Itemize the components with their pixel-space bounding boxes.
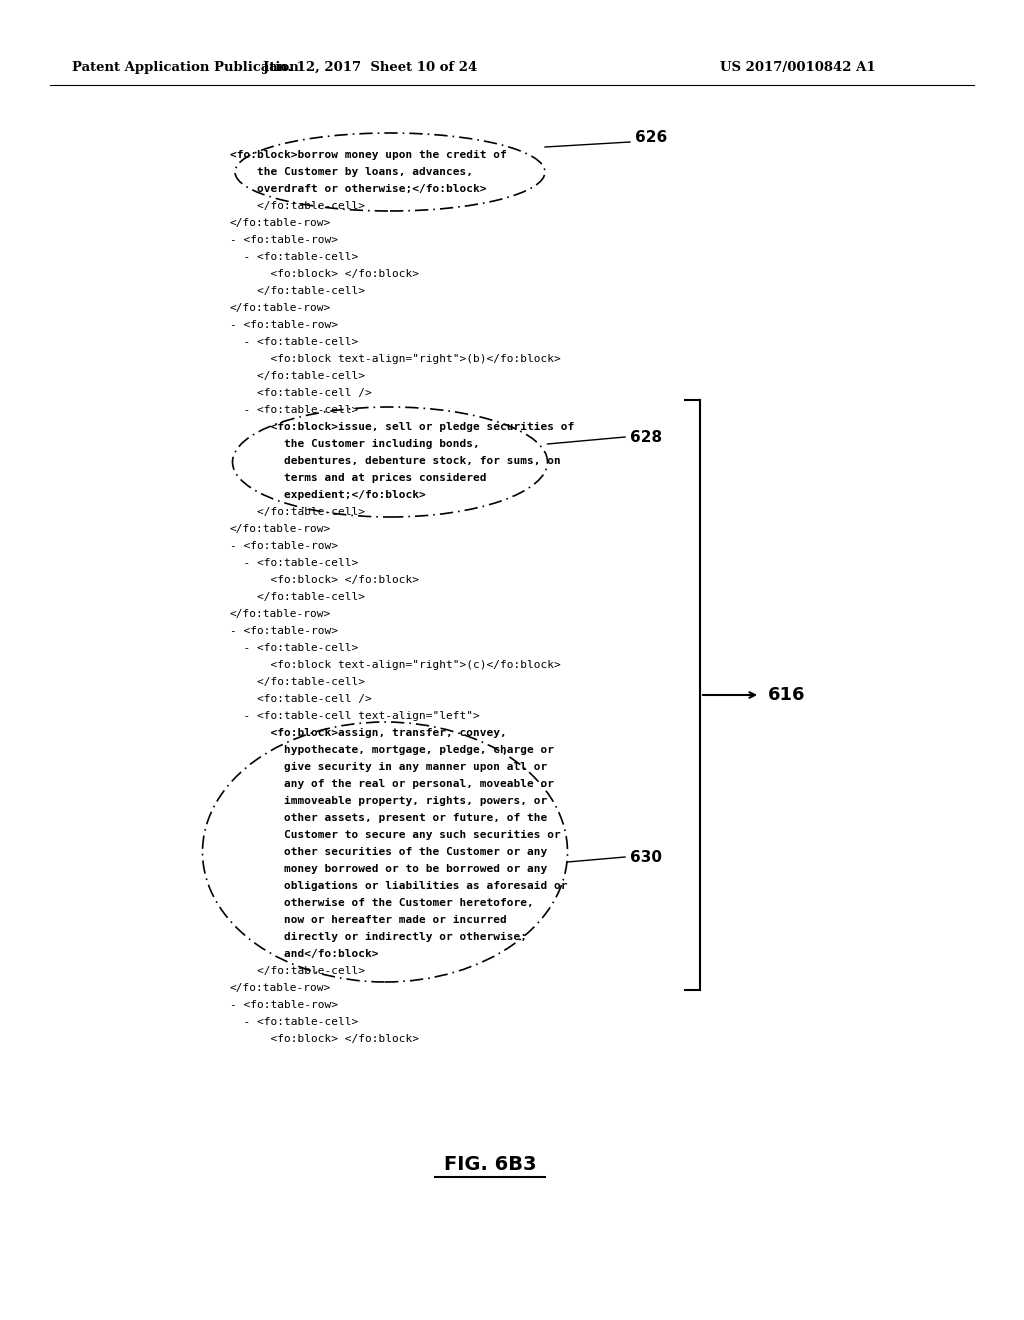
Text: - <fo:table-row>: - <fo:table-row> xyxy=(230,626,338,636)
Text: otherwise of the Customer heretofore,: otherwise of the Customer heretofore, xyxy=(230,898,534,908)
Text: <fo:block> </fo:block>: <fo:block> </fo:block> xyxy=(230,269,419,279)
Text: directly or indirectly or otherwise;: directly or indirectly or otherwise; xyxy=(230,932,527,942)
Text: - <fo:table-cell text-align="left">: - <fo:table-cell text-align="left"> xyxy=(230,711,480,721)
Text: expedient;</fo:block>: expedient;</fo:block> xyxy=(230,490,426,500)
Text: </fo:table-cell>: </fo:table-cell> xyxy=(230,286,365,296)
Text: - <fo:table-row>: - <fo:table-row> xyxy=(230,319,338,330)
Text: other assets, present or future, of the: other assets, present or future, of the xyxy=(230,813,547,822)
Text: <fo:block> </fo:block>: <fo:block> </fo:block> xyxy=(230,1034,419,1044)
Text: the Customer by loans, advances,: the Customer by loans, advances, xyxy=(230,168,473,177)
Text: - <fo:table-cell>: - <fo:table-cell> xyxy=(230,558,358,568)
Text: overdraft or otherwise;</fo:block>: overdraft or otherwise;</fo:block> xyxy=(230,183,486,194)
Text: </fo:table-cell>: </fo:table-cell> xyxy=(230,966,365,975)
Text: - <fo:table-cell>: - <fo:table-cell> xyxy=(230,643,358,653)
Text: 626: 626 xyxy=(635,129,668,144)
Text: - <fo:table-row>: - <fo:table-row> xyxy=(230,541,338,550)
Text: - <fo:table-cell>: - <fo:table-cell> xyxy=(230,405,358,414)
Text: hypothecate, mortgage, pledge, charge or: hypothecate, mortgage, pledge, charge or xyxy=(230,744,554,755)
Text: </fo:table-row>: </fo:table-row> xyxy=(230,218,331,228)
Text: - <fo:table-cell>: - <fo:table-cell> xyxy=(230,337,358,347)
Text: </fo:table-cell>: </fo:table-cell> xyxy=(230,371,365,381)
Text: </fo:table-cell>: </fo:table-cell> xyxy=(230,591,365,602)
Text: - <fo:table-cell>: - <fo:table-cell> xyxy=(230,252,358,261)
Text: other securities of the Customer or any: other securities of the Customer or any xyxy=(230,847,547,857)
Text: </fo:table-cell>: </fo:table-cell> xyxy=(230,201,365,211)
Text: </fo:table-cell>: </fo:table-cell> xyxy=(230,507,365,517)
Text: obligations or liabilities as aforesaid or: obligations or liabilities as aforesaid … xyxy=(230,880,567,891)
Text: </fo:table-cell>: </fo:table-cell> xyxy=(230,677,365,686)
Text: and</fo:block>: and</fo:block> xyxy=(230,949,379,960)
Text: now or hereafter made or incurred: now or hereafter made or incurred xyxy=(230,915,507,925)
Text: <fo:block text-align="right">(b)</fo:block>: <fo:block text-align="right">(b)</fo:blo… xyxy=(230,354,561,364)
Text: </fo:table-row>: </fo:table-row> xyxy=(230,304,331,313)
Text: <fo:table-cell />: <fo:table-cell /> xyxy=(230,694,372,704)
Text: <fo:block> </fo:block>: <fo:block> </fo:block> xyxy=(230,576,419,585)
Text: debentures, debenture stock, for sums, on: debentures, debenture stock, for sums, o… xyxy=(230,455,561,466)
Text: - <fo:table-row>: - <fo:table-row> xyxy=(230,1001,338,1010)
Text: </fo:table-row>: </fo:table-row> xyxy=(230,983,331,993)
Text: <fo:block>assign, transfer, convey,: <fo:block>assign, transfer, convey, xyxy=(230,729,507,738)
Text: the Customer including bonds,: the Customer including bonds, xyxy=(230,440,480,449)
Text: Patent Application Publication: Patent Application Publication xyxy=(72,62,299,74)
Text: Customer to secure any such securities or: Customer to secure any such securities o… xyxy=(230,830,561,840)
Text: <fo:block>issue, sell or pledge securities of: <fo:block>issue, sell or pledge securiti… xyxy=(230,422,574,432)
Text: <fo:block>borrow money upon the credit of: <fo:block>borrow money upon the credit o… xyxy=(230,150,507,160)
Text: 628: 628 xyxy=(630,429,663,445)
Text: any of the real or personal, moveable or: any of the real or personal, moveable or xyxy=(230,779,554,789)
Text: give security in any manner upon all or: give security in any manner upon all or xyxy=(230,762,547,772)
Text: 616: 616 xyxy=(768,686,806,704)
Text: </fo:table-row>: </fo:table-row> xyxy=(230,609,331,619)
Text: </fo:table-row>: </fo:table-row> xyxy=(230,524,331,535)
Text: immoveable property, rights, powers, or: immoveable property, rights, powers, or xyxy=(230,796,547,807)
Text: money borrowed or to be borrowed or any: money borrowed or to be borrowed or any xyxy=(230,865,547,874)
Text: 630: 630 xyxy=(630,850,662,865)
Text: FIG. 6B3: FIG. 6B3 xyxy=(443,1155,537,1175)
Text: <fo:table-cell />: <fo:table-cell /> xyxy=(230,388,372,399)
Text: - <fo:table-cell>: - <fo:table-cell> xyxy=(230,1016,358,1027)
Text: <fo:block text-align="right">(c)</fo:block>: <fo:block text-align="right">(c)</fo:blo… xyxy=(230,660,561,671)
Text: terms and at prices considered: terms and at prices considered xyxy=(230,473,486,483)
Text: Jan. 12, 2017  Sheet 10 of 24: Jan. 12, 2017 Sheet 10 of 24 xyxy=(263,62,477,74)
Text: - <fo:table-row>: - <fo:table-row> xyxy=(230,235,338,246)
Text: US 2017/0010842 A1: US 2017/0010842 A1 xyxy=(720,62,876,74)
